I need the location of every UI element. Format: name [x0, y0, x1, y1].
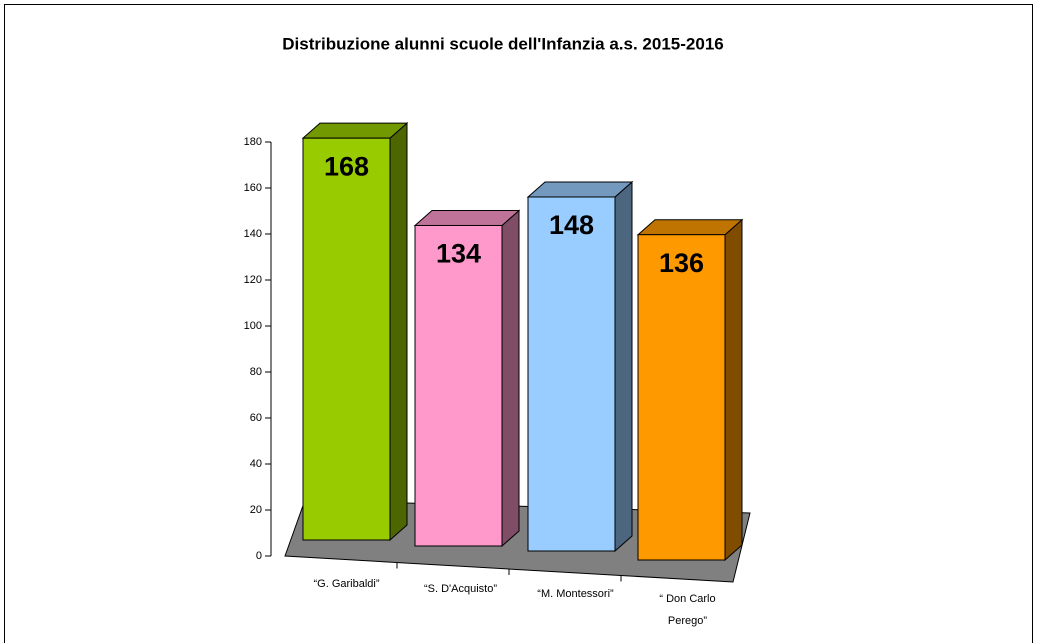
y-tick-label: 140	[244, 228, 262, 240]
data-label: 168	[324, 151, 369, 181]
y-tick-label: 60	[250, 412, 262, 424]
chart-title: Distribuzione alunni scuole dell'Infanzi…	[282, 34, 723, 53]
y-tick-label: 80	[250, 366, 262, 378]
bar-top	[301, 122, 409, 139]
bar	[302, 137, 391, 541]
bar-side	[614, 180, 633, 553]
bar	[414, 224, 503, 547]
x-tick-label: “S. D'Acquisto”	[423, 583, 497, 595]
bar-top	[526, 181, 634, 198]
bar	[637, 234, 726, 561]
bar-side	[389, 122, 408, 542]
x-tick-label: “G. Garibaldi”	[313, 578, 380, 590]
bar-top	[636, 219, 744, 236]
y-tick-label: 0	[256, 550, 262, 562]
y-tick-label: 160	[244, 182, 262, 194]
bar	[527, 196, 616, 552]
bar-side	[501, 209, 520, 548]
bar-side	[724, 218, 743, 562]
x-tick-label: “ Don Carlo Perego”	[659, 593, 716, 627]
data-label: 148	[549, 210, 594, 240]
data-label: 134	[436, 239, 481, 269]
y-tick-label: 100	[244, 320, 262, 332]
y-tick-label: 20	[250, 504, 262, 516]
y-tick-label: 180	[244, 136, 262, 148]
data-label: 136	[659, 248, 704, 278]
y-tick-label: 120	[244, 274, 262, 286]
y-tick-label: 40	[250, 458, 262, 470]
x-tick-label: “M. Montessori”	[537, 588, 614, 600]
bar-top	[413, 209, 521, 226]
